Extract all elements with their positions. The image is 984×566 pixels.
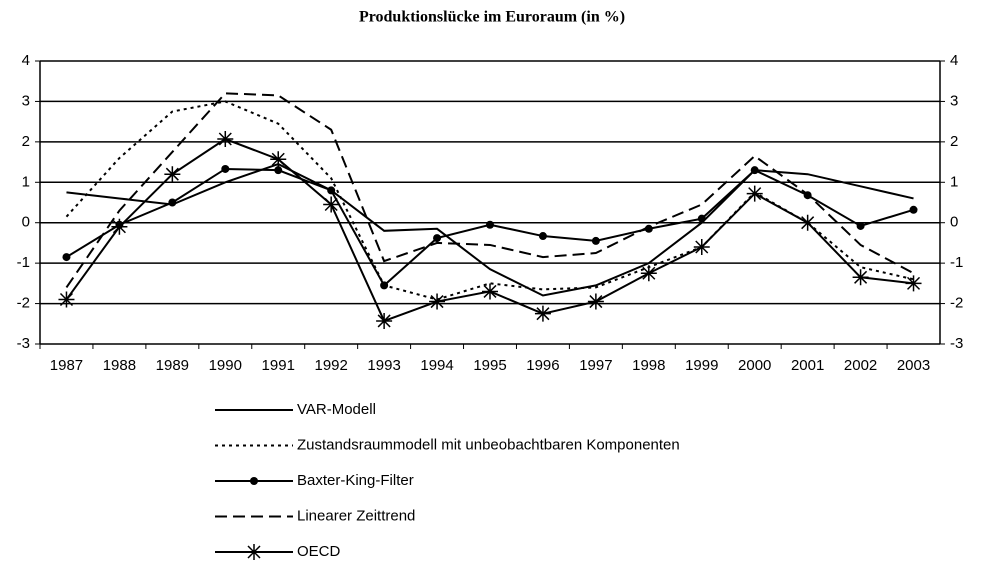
point [909,205,918,214]
series-line [65,92,915,288]
y-tick-label: -3 [17,335,30,352]
point [246,544,262,560]
y-tick-label: -1 [17,254,30,271]
point [433,234,442,243]
y-tick-label: 3 [22,92,30,109]
legend-label: VAR-Modell [297,401,376,418]
point [799,214,816,231]
point [221,164,230,173]
y2-tick-label: -1 [950,254,963,271]
point [111,218,128,235]
point [250,477,258,485]
x-tick-label: 2000 [738,357,771,374]
point [750,166,759,175]
point [746,185,763,202]
point [482,283,498,300]
point [587,293,604,310]
point [270,151,287,168]
x-tick-label: 1996 [526,357,559,374]
x-tick-label: 1998 [632,357,665,374]
point [217,131,234,148]
x-tick-label: 2003 [897,357,930,374]
point [168,198,177,207]
point [852,269,869,286]
x-tick-label: 2002 [844,357,877,374]
point [380,281,389,290]
y-tick-label: -2 [17,295,30,312]
y2-tick-label: 0 [950,214,958,231]
x-tick-label: 1988 [103,357,136,374]
x-tick-label: 1997 [579,357,612,374]
x-tick-label: 1992 [314,357,347,374]
y2-tick-label: 2 [950,133,958,150]
point [327,186,336,195]
legend-label: OECD [297,543,341,560]
x-tick-label: 1993 [367,357,400,374]
x-tick-label: 1999 [685,357,718,374]
y2-tick-label: -2 [950,295,963,312]
y-tick-label: 1 [22,173,30,190]
point [486,220,494,229]
y-tick-label: 0 [22,214,30,231]
point [591,236,600,245]
point [62,253,71,262]
x-tick-label: 2001 [791,357,824,374]
y-tick-label: 2 [22,133,30,150]
point [534,305,551,322]
y2-tick-label: 1 [950,173,958,190]
point [58,291,75,308]
x-tick-label: 1987 [50,357,83,374]
chart-title: Produktionslücke im Euroraum (in %) [359,9,625,26]
point [693,238,710,255]
point [640,265,657,282]
legend-label: Linearer Zeittrend [297,507,415,524]
legend-label: Zustandsraummodell mit unbeobachtbaren K… [297,436,680,453]
series-line [66,163,914,297]
point [429,293,446,310]
point [905,275,922,292]
legend-label: Baxter-King-Filter [297,472,414,489]
y-tick-label: 4 [22,52,30,69]
point [164,166,181,183]
x-tick-label: 1991 [262,357,295,374]
point [376,312,393,329]
point [697,214,706,223]
y2-tick-label: 4 [950,52,958,69]
y2-tick-label: -3 [950,335,963,352]
point [856,221,865,230]
point [323,196,340,213]
x-tick-label: 1995 [473,357,506,374]
x-tick-label: 1990 [209,357,242,374]
point [274,166,283,175]
x-tick-label: 1994 [420,357,453,374]
point [538,232,547,241]
y2-tick-label: 3 [950,92,958,109]
x-tick-label: 1989 [156,357,189,374]
